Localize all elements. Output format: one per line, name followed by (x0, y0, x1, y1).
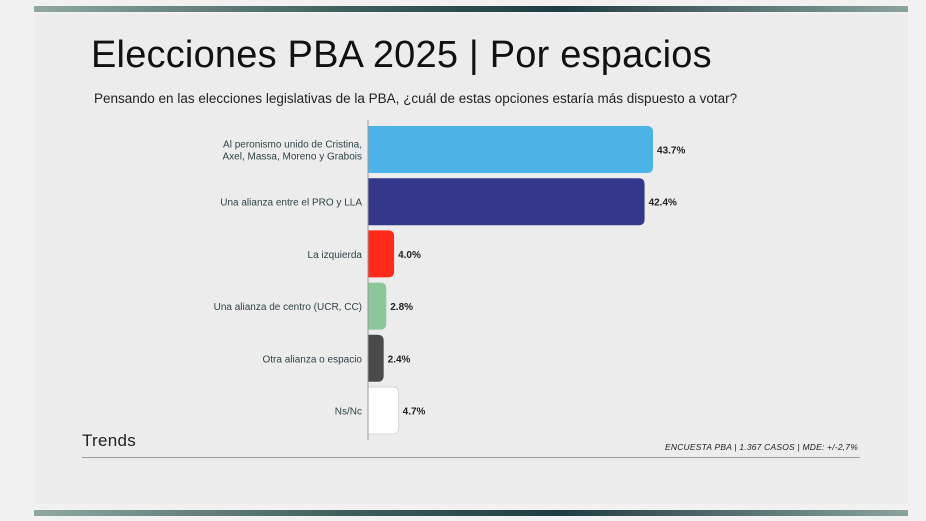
bar-5 (368, 334, 384, 382)
category-label-1-line-1: Al peronismo unido de Cristina, (223, 140, 362, 151)
value-label-3: 4.0% (398, 250, 421, 261)
category-label-1-line-2: Axel, Massa, Moreno y Grabois (223, 152, 363, 163)
category-label-6-line-1: Ns/Nc (335, 407, 362, 418)
brand-logo: Trends (82, 431, 137, 450)
bar-3 (368, 230, 395, 278)
value-label-6: 4.7% (403, 407, 426, 418)
category-label-2-line-1: Una alianza entre el PRO y LLA (220, 198, 362, 209)
slide-card (34, 14, 908, 504)
source-note: ENCUESTA PBA | 1.367 CASOS | MDE: +/-2,7… (665, 442, 858, 452)
value-label-2: 42.4% (649, 198, 677, 209)
bar-2 (368, 178, 645, 226)
category-label-5-line-1: Otra alianza o espacio (262, 354, 362, 365)
top-stripe (34, 6, 908, 12)
bar-1 (368, 126, 654, 173)
footer-divider (82, 457, 860, 458)
category-label-4-line-1: Una alianza de centro (UCR, CC) (214, 302, 362, 313)
value-label-4: 2.8% (390, 302, 413, 313)
page-subtitle: Pensando en las elecciones legislativas … (94, 91, 738, 106)
value-label-5: 2.4% (388, 354, 411, 365)
value-label-1: 43.7% (657, 146, 685, 157)
bottom-stripe (34, 510, 908, 516)
page-title: Elecciones PBA 2025 | Por espacios (91, 34, 712, 76)
category-label-3-line-1: La izquierda (308, 250, 363, 261)
bar-6 (367, 386, 400, 435)
bar-4 (368, 282, 387, 330)
